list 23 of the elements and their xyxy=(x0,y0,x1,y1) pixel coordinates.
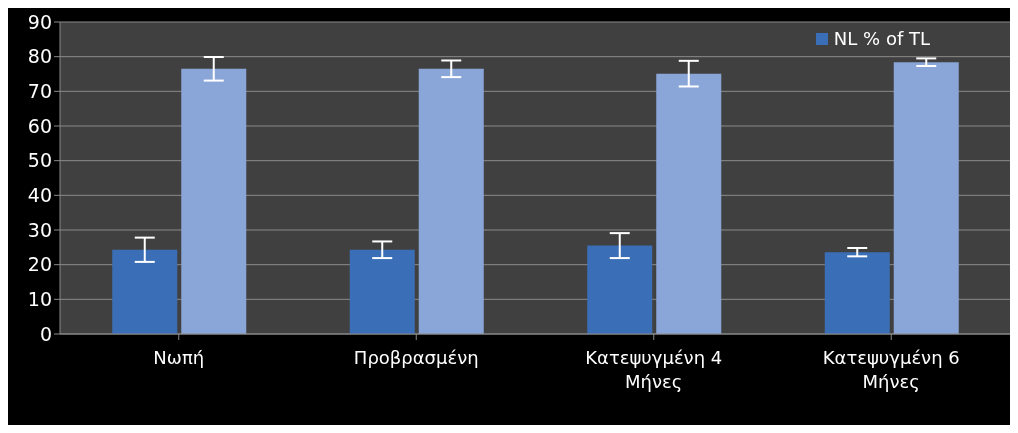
y-tick-label: 80 xyxy=(27,45,52,68)
bar xyxy=(824,252,890,334)
y-tick-label: 70 xyxy=(27,80,52,103)
bar xyxy=(893,62,959,334)
x-tick-label: Νωπή xyxy=(153,347,205,368)
y-tick-label: 10 xyxy=(27,288,52,311)
x-tick-label: Προβρασμένη xyxy=(353,347,479,368)
y-tick-label: 90 xyxy=(27,10,52,33)
bar xyxy=(349,249,415,334)
y-tick-label: 40 xyxy=(27,184,52,207)
bar xyxy=(587,245,653,334)
x-tick-label: Κατεψυγμένη 4 Μήνες xyxy=(585,347,723,392)
bar xyxy=(112,249,178,334)
y-tick-label: 30 xyxy=(27,218,52,241)
bar xyxy=(418,68,484,334)
y-tick-label: 50 xyxy=(27,149,52,172)
y-tick-label: 20 xyxy=(27,253,52,276)
bar xyxy=(181,68,247,334)
legend-label: NL % of TL xyxy=(832,28,930,49)
x-tick-label: Κατεψυγμένη 6 Μήνες xyxy=(822,347,960,392)
bar xyxy=(656,73,722,334)
y-tick-label: 60 xyxy=(27,114,52,137)
y-tick-label: 0 xyxy=(39,322,52,345)
